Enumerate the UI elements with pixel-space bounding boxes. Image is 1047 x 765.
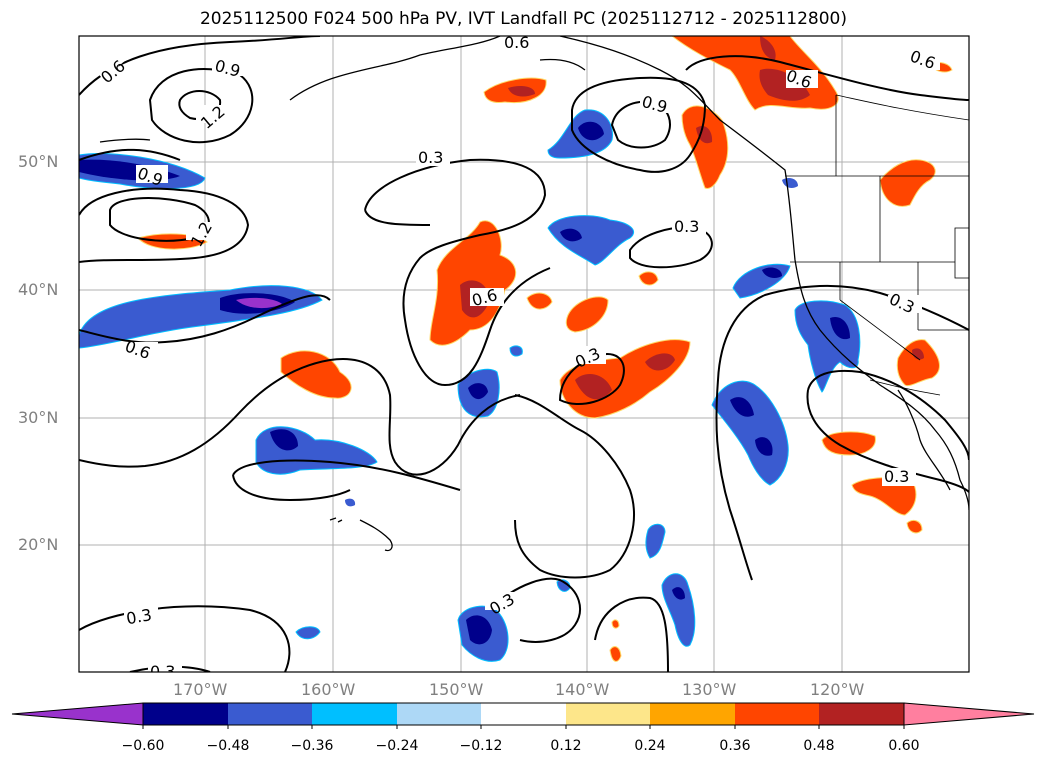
lat-label: 50°N — [18, 152, 59, 171]
colorbar-segment — [228, 703, 312, 725]
colorbar-segment — [312, 703, 397, 725]
map-frame — [78, 35, 970, 673]
lon-label: 160°W — [301, 680, 356, 699]
colorbar-segment — [397, 703, 481, 725]
contour-label: 0.3 — [150, 662, 175, 681]
colorbar-tick-label: 0.12 — [550, 738, 582, 754]
lon-label: 170°W — [173, 680, 228, 699]
colorbar-tick-label: −0.24 — [375, 738, 419, 754]
colorbar-extend-min — [11, 702, 144, 726]
colorbar-segment — [481, 703, 566, 725]
lat-label: 40°N — [18, 280, 59, 299]
contour-label: 0.3 — [674, 217, 699, 236]
contour-label: 0.6 — [504, 33, 529, 52]
lat-label: 20°N — [18, 535, 59, 554]
colorbar-extend-max — [903, 702, 1035, 726]
colorbar-tick-label: 0.48 — [803, 738, 835, 754]
map-panel: 0.6 0.9 1.2 0.6 0.9 0.6 0.6 0.3 0.9 1.2 … — [78, 33, 970, 681]
colorbar-segment — [566, 703, 650, 725]
colorbar-segment — [819, 703, 904, 725]
contour-label: 0.3 — [125, 605, 153, 628]
colorbar-outline — [142, 702, 905, 726]
lon-label: 130°W — [682, 680, 737, 699]
colorbar-segment — [650, 703, 735, 725]
colorbar-tick-label: 0.24 — [634, 738, 666, 754]
contour-label: 0.3 — [418, 148, 443, 167]
colorbar-tick-label: −0.36 — [290, 738, 334, 754]
lon-label: 140°W — [555, 680, 610, 699]
pc-shading — [79, 36, 953, 662]
colorbar-tick-label: 0.60 — [888, 738, 920, 754]
contour-label: 0.3 — [884, 467, 909, 486]
lon-label: 120°W — [810, 680, 865, 699]
colorbar-tick-label: −0.12 — [459, 738, 503, 754]
colorbar-segment — [143, 703, 228, 725]
colorbar-tick-label: −0.48 — [206, 738, 250, 754]
colorbar-tick-label: 0.36 — [719, 738, 751, 754]
colorbar-segment — [735, 703, 819, 725]
coastlines — [99, 36, 969, 552]
map-title: 2025112500 F024 500 hPa PV, IVT Landfall… — [199, 9, 847, 29]
colorbar-tick-label: −0.60 — [121, 738, 165, 754]
lon-label: 150°W — [429, 680, 484, 699]
lat-label: 30°N — [18, 408, 59, 427]
